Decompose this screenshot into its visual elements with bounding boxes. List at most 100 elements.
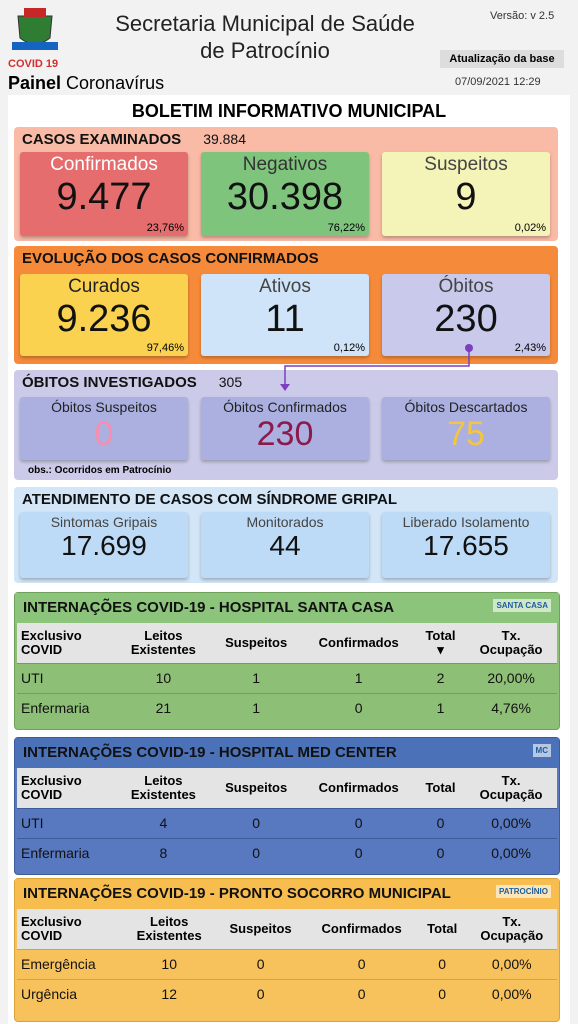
header-row: Exclusivo COVID Leitos Existentes Suspeito… <box>17 623 557 663</box>
card-value: 11 <box>265 298 305 340</box>
stat-card: Curados 9.236 97,46% <box>20 274 188 356</box>
stat-card: Óbitos Suspeitos 0 <box>20 397 188 460</box>
card-label: Curados <box>68 276 140 297</box>
hospital-section: INTERNAÇÕES COVID-19 - PRONTO SOCORRO MU… <box>14 878 560 1022</box>
table-cell: Urgência <box>21 986 78 1003</box>
table-cell: 0 <box>354 845 363 862</box>
header-cell: Suspeitos <box>225 779 288 795</box>
card-pct: 0,02% <box>514 222 546 234</box>
table-cell: 0 <box>256 986 265 1003</box>
header-cell: Tx. Ocupação <box>480 913 544 943</box>
table-cell: Emergência <box>21 956 96 972</box>
table-cell: 1 <box>252 700 261 717</box>
card-value: 9 <box>455 176 477 218</box>
header-cell: Exclusivo COVID <box>21 913 82 943</box>
section-title: ATENDIMENTO DE CASOS COM SÍNDROME GRIPAL <box>22 491 398 508</box>
card-value: 0 <box>94 415 114 453</box>
header-cell: Confirmados <box>318 634 399 650</box>
table-cell: 4 <box>159 815 168 831</box>
page-title: Secretaria Municipal de Saúde de Patrocí… <box>115 11 415 63</box>
card-label: Liberado Isolamento <box>402 514 530 530</box>
hospital-title <box>15 738 559 768</box>
header-cell: Confirmados <box>321 920 402 936</box>
table-row: Enfermaria 8 0 0 0 0,00% <box>17 838 557 868</box>
table-row: UTI 10 1 1 2 20,00% <box>17 663 557 693</box>
section: CASOS EXAMINADOS 39.884 Confirmados 9.477 23… <box>14 127 558 241</box>
table-cell: 0 <box>357 986 366 1003</box>
header-cell: Suspeitos <box>229 920 292 936</box>
stat-card: Ativos 11 0,12% <box>201 274 369 356</box>
card-pct: 76,22% <box>327 222 365 234</box>
header-cell: Leitos Existentes <box>130 627 196 657</box>
table-cell: 0 <box>252 815 261 831</box>
header-cell: Tx. Ocupação <box>479 772 543 802</box>
table-row: Urgência 12 0 0 0 0,00% <box>17 979 557 1009</box>
hospital-title-text: INTERNAÇÕES COVID-19 - HOSPITAL MED CENT… <box>23 744 397 761</box>
card-pct: 97,46% <box>146 342 184 354</box>
updated: 07/09/2021 12:29 <box>455 76 541 88</box>
card-value: 17.699 <box>61 530 147 561</box>
card-value: 230 <box>256 415 314 453</box>
card-value: 44 <box>269 530 301 561</box>
table-cell: 1 <box>354 670 363 686</box>
stat-card: Suspeitos 9 0,02% <box>382 152 550 236</box>
section: EVOLUÇÃO DOS CASOS CONFIRMADOS Curados 9.2… <box>14 246 558 364</box>
hospital-title-text: INTERNAÇÕES COVID-19 - HOSPITAL SANTA CA… <box>23 599 395 616</box>
brand-rest: Coronavírus <box>66 73 165 93</box>
hospital-title <box>15 593 559 623</box>
brand-bold: Painel <box>8 73 62 93</box>
table-cell: Enfermaria <box>21 845 90 862</box>
card-value: 17.655 <box>423 530 509 561</box>
card-label: Óbitos Suspeitos <box>51 399 157 415</box>
section-total: 305 <box>218 374 243 390</box>
brand: Painel Coronavírus <box>8 73 164 94</box>
table-cell: 0 <box>436 845 445 862</box>
header-cell: Leitos Existentes <box>130 772 196 802</box>
table-cell: 10 <box>155 670 172 686</box>
card-label: Óbitos Confirmados <box>223 399 347 415</box>
card-pct: 23,76% <box>146 222 184 234</box>
card-label: Óbitos Descartados <box>404 399 528 415</box>
table-cell: 8 <box>159 845 168 862</box>
bulletin-title: BOLETIM INFORMATIVO MUNICIPAL <box>131 101 447 121</box>
header-cell: Exclusivo COVID <box>21 772 82 802</box>
stat-card: Confirmados 9.477 23,76% <box>20 152 188 236</box>
table-cell: 0 <box>252 845 261 862</box>
header-cell: Total <box>425 779 456 795</box>
update-button[interactable]: Atualização da base <box>440 50 564 68</box>
table-cell: 12 <box>161 986 177 1003</box>
table-cell: 4,76% <box>491 700 531 717</box>
stat-card: Óbitos Confirmados 230 <box>201 397 369 460</box>
card-value: 30.398 <box>226 176 344 218</box>
table-cell: UTI <box>21 815 44 831</box>
table-cell: UTI <box>21 670 44 686</box>
card-pct: 0,12% <box>333 342 365 354</box>
table-cell: 2 <box>436 670 445 686</box>
table-cell: 0 <box>354 815 363 831</box>
table-cell: 0,00% <box>491 986 532 1003</box>
table-cell: 1 <box>252 670 261 686</box>
table-cell: 0 <box>438 956 447 972</box>
hospital-logo: PATROCÍNIO <box>495 885 551 898</box>
hospital-section: INTERNAÇÕES COVID-19 - HOSPITAL MED CENT… <box>14 737 560 875</box>
table-row: Enfermaria 21 1 0 1 4,76% <box>17 693 557 723</box>
table-cell: 0 <box>436 815 445 831</box>
section-title: EVOLUÇÃO DOS CASOS CONFIRMADOS <box>22 250 319 267</box>
city-logo <box>12 8 58 50</box>
table-cell: 0 <box>357 956 366 972</box>
header-cell: Tx. Ocupação <box>479 627 543 657</box>
stat-card: Sintomas Gripais 17.699 <box>20 512 188 578</box>
card-label: Monitorados <box>246 514 324 530</box>
stat-card: Negativos 30.398 76,22% <box>201 152 369 236</box>
card-value: 9.477 <box>56 176 152 218</box>
card-label: Óbitos <box>438 276 494 297</box>
section: ATENDIMENTO DE CASOS COM SÍNDROME GRIPAL… <box>14 487 558 583</box>
arrow <box>280 344 473 391</box>
header-cell: Total <box>427 920 458 936</box>
card-label: Ativos <box>259 276 311 297</box>
card-value: 9.236 <box>56 298 152 340</box>
card-label: Sintomas Gripais <box>50 514 158 530</box>
section-title: ÓBITOS INVESTIGADOS 305 <box>22 374 243 391</box>
card-label: Negativos <box>242 154 328 175</box>
